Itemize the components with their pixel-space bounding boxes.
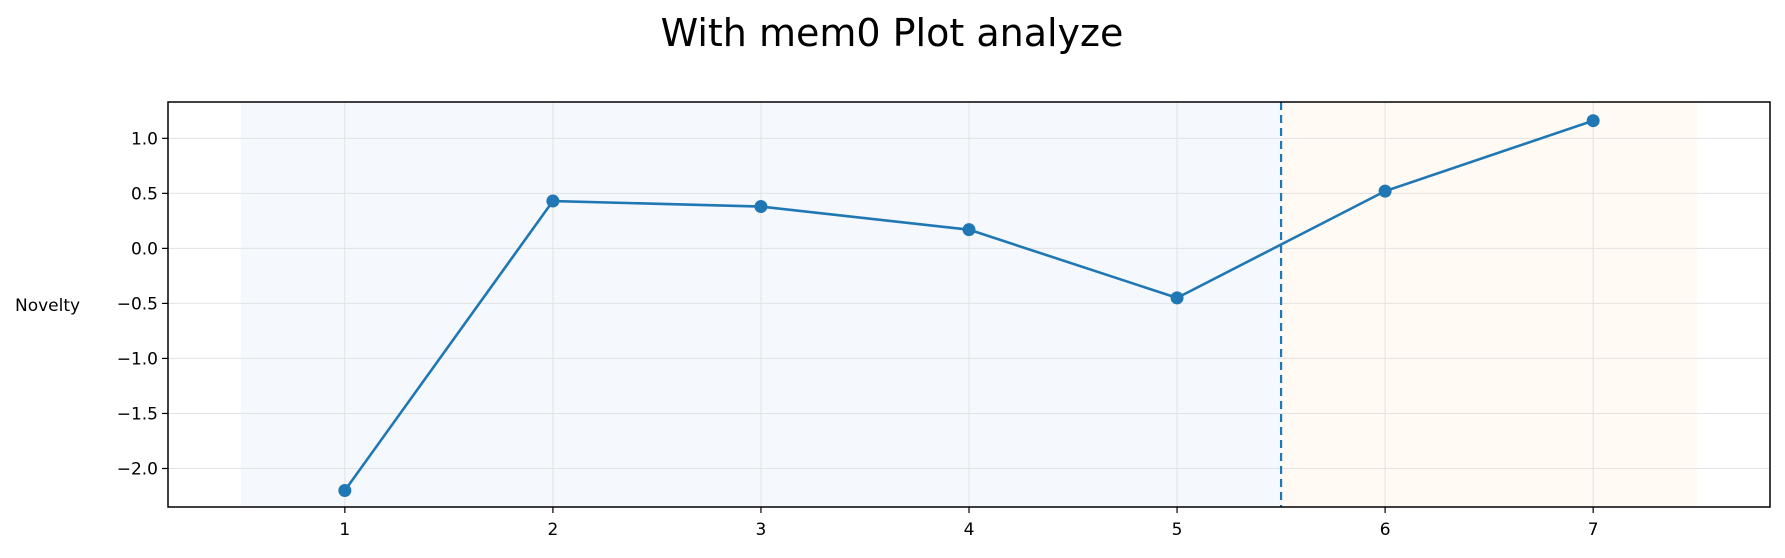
series — [338, 114, 1600, 497]
data-point — [546, 194, 560, 208]
y-tick-label: −0.5 — [117, 294, 158, 314]
gridlines — [168, 102, 1770, 507]
x-axis-ticks: 1 2 3 4 5 6 7 — [339, 507, 1599, 540]
x-tick-label: 3 — [756, 520, 767, 540]
x-tick-label: 1 — [339, 520, 350, 540]
x-tick-label: 6 — [1380, 520, 1391, 540]
data-point — [1378, 184, 1392, 198]
data-point — [754, 200, 768, 214]
y-tick-label: −1.5 — [117, 404, 158, 424]
y-tick-label: −2.0 — [117, 459, 158, 479]
x-tick-label: 7 — [1588, 520, 1599, 540]
x-tick-label: 5 — [1172, 520, 1183, 540]
x-tick-label: 4 — [964, 520, 975, 540]
y-tick-label: 0.5 — [131, 184, 158, 204]
data-point — [962, 223, 976, 237]
data-point — [338, 483, 352, 497]
y-tick-label: 0.0 — [131, 239, 158, 259]
y-tick-label: −1.0 — [117, 349, 158, 369]
data-point — [1586, 114, 1600, 128]
shaded-region-2 — [1281, 102, 1698, 507]
y-axis-ticks: 1.0 0.5 0.0 −0.5 −1.0 −1.5 −2.0 — [117, 129, 168, 479]
y-tick-label: 1.0 — [131, 129, 158, 149]
x-tick-label: 2 — [547, 520, 558, 540]
y-axis-label: Novelty — [15, 296, 80, 316]
data-point — [1170, 291, 1184, 305]
chart-title: With mem0 Plot analyze — [661, 11, 1124, 55]
